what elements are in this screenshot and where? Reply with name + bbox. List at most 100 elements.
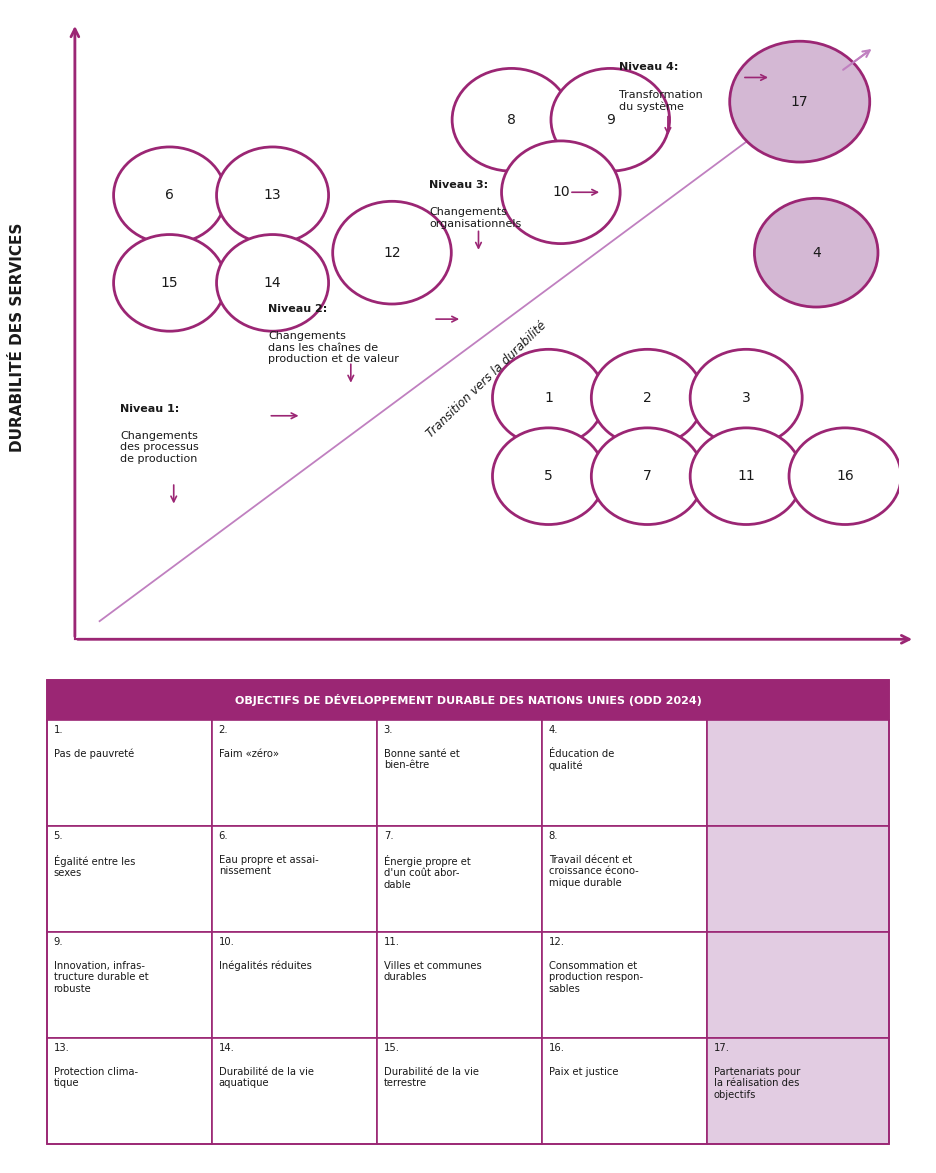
Ellipse shape [592, 350, 703, 446]
Text: 14: 14 [264, 276, 282, 290]
Ellipse shape [332, 202, 451, 304]
Text: Niveau 2:: Niveau 2: [269, 304, 328, 314]
Text: Changements
des processus
de production: Changements des processus de production [120, 430, 199, 465]
Ellipse shape [592, 428, 703, 524]
Bar [542, 720, 708, 826]
Bar [708, 1038, 889, 1144]
Text: 8.: 8. [548, 832, 559, 841]
Ellipse shape [502, 141, 621, 244]
Bar [47, 1038, 212, 1144]
Text: 10.: 10. [219, 937, 235, 948]
Text: 6: 6 [165, 189, 174, 202]
Ellipse shape [492, 428, 605, 524]
Text: Durabilité de la vie
terrestre: Durabilité de la vie terrestre [384, 1066, 478, 1089]
Text: Faim «zéro»: Faim «zéro» [219, 748, 279, 759]
Text: 9.: 9. [53, 937, 63, 948]
Text: 13.: 13. [53, 1043, 69, 1053]
Ellipse shape [492, 350, 605, 446]
Text: 1: 1 [544, 391, 553, 405]
Bar [542, 1038, 708, 1144]
Text: 17: 17 [791, 95, 809, 109]
Ellipse shape [216, 147, 329, 244]
Text: Égalité entre les
sexes: Égalité entre les sexes [53, 855, 135, 879]
Text: 11: 11 [738, 469, 755, 483]
Bar [377, 931, 542, 1038]
Text: Villes et communes
durables: Villes et communes durables [384, 961, 481, 982]
Text: Paix et justice: Paix et justice [548, 1066, 619, 1077]
Text: 2: 2 [643, 391, 651, 405]
Text: Pas de pauvreté: Pas de pauvreté [53, 748, 134, 759]
Text: Énergie propre et
d'un coût abor-
dable: Énergie propre et d'un coût abor- dable [384, 855, 471, 890]
Text: 14.: 14. [219, 1043, 235, 1053]
Text: Transition vers la durabilité: Transition vers la durabilité [424, 319, 549, 440]
Text: 4.: 4. [548, 725, 559, 735]
Text: Eau propre et assai-
nissement: Eau propre et assai- nissement [219, 855, 318, 876]
Text: Niveau 4:: Niveau 4: [619, 62, 678, 73]
Text: 12.: 12. [548, 937, 564, 948]
Bar [47, 720, 212, 826]
Text: Durabilité de la vie
aquatique: Durabilité de la vie aquatique [219, 1066, 314, 1089]
Bar [708, 826, 889, 931]
Text: 15: 15 [161, 276, 179, 290]
Ellipse shape [690, 428, 802, 524]
Ellipse shape [551, 68, 669, 171]
Text: 1.: 1. [53, 725, 63, 735]
Bar [47, 826, 212, 931]
Text: Innovation, infras-
tructure durable et
robuste: Innovation, infras- tructure durable et … [53, 961, 148, 994]
Ellipse shape [730, 41, 870, 162]
Text: OBJECTIFS DE DÉVELOPPEMENT DURABLE DES NATIONS UNIES (ODD 2024): OBJECTIFS DE DÉVELOPPEMENT DURABLE DES N… [235, 694, 701, 706]
Text: 3: 3 [742, 391, 751, 405]
Bar [708, 720, 889, 826]
Text: 17.: 17. [714, 1043, 730, 1053]
Text: 9: 9 [606, 113, 615, 127]
Text: 13: 13 [264, 189, 282, 202]
Text: Travail décent et
croissance écono-
mique durable: Travail décent et croissance écono- miqu… [548, 855, 638, 888]
Text: 5.: 5. [53, 832, 63, 841]
Ellipse shape [216, 235, 329, 331]
Text: Changements
dans les chaînes de
production et de valeur: Changements dans les chaînes de producti… [269, 331, 400, 365]
Text: 8: 8 [507, 113, 516, 127]
Ellipse shape [113, 235, 226, 331]
Bar [47, 931, 212, 1038]
Text: Niveau 1:: Niveau 1: [120, 404, 180, 414]
Bar [212, 720, 377, 826]
Bar [212, 1038, 377, 1144]
Text: 16.: 16. [548, 1043, 564, 1053]
Text: 5: 5 [544, 469, 553, 483]
Text: 3.: 3. [384, 725, 393, 735]
Text: Éducation de
qualité: Éducation de qualité [548, 748, 614, 771]
Bar [377, 826, 542, 931]
Ellipse shape [113, 147, 226, 244]
Text: Niveau 3:: Niveau 3: [429, 181, 489, 190]
Text: 7.: 7. [384, 832, 393, 841]
Bar [212, 931, 377, 1038]
Text: Inégalités réduites: Inégalités réduites [219, 961, 312, 971]
Text: 11.: 11. [384, 937, 400, 948]
Bar [708, 931, 889, 1038]
Ellipse shape [690, 350, 802, 446]
Text: 15.: 15. [384, 1043, 400, 1053]
Text: 2.: 2. [219, 725, 228, 735]
Bar [542, 931, 708, 1038]
Text: DURABILITÉ DES SERVICES: DURABILITÉ DES SERVICES [9, 223, 24, 452]
Ellipse shape [754, 198, 878, 307]
Ellipse shape [789, 428, 901, 524]
Text: DURABILITÉ DU SYSTÈME: DURABILITÉ DU SYSTÈME [378, 692, 595, 707]
Text: Transformation
du système: Transformation du système [619, 89, 702, 111]
Ellipse shape [452, 68, 571, 171]
Text: 7: 7 [643, 469, 651, 483]
Text: Changements
organisationnels: Changements organisationnels [429, 208, 521, 229]
Bar [47, 680, 889, 720]
Text: Partenariats pour
la réalisation des
objectifs: Partenariats pour la réalisation des obj… [714, 1066, 800, 1100]
Text: 12: 12 [383, 245, 401, 259]
Text: 4: 4 [812, 245, 821, 259]
Text: 16: 16 [836, 469, 854, 483]
Text: Bonne santé et
bien-être: Bonne santé et bien-être [384, 748, 460, 771]
Bar [377, 1038, 542, 1144]
Text: 6.: 6. [219, 832, 228, 841]
Bar [542, 826, 708, 931]
Text: Protection clima-
tique: Protection clima- tique [53, 1066, 138, 1089]
Text: 10: 10 [552, 185, 570, 199]
Bar [212, 826, 377, 931]
Bar [377, 720, 542, 826]
